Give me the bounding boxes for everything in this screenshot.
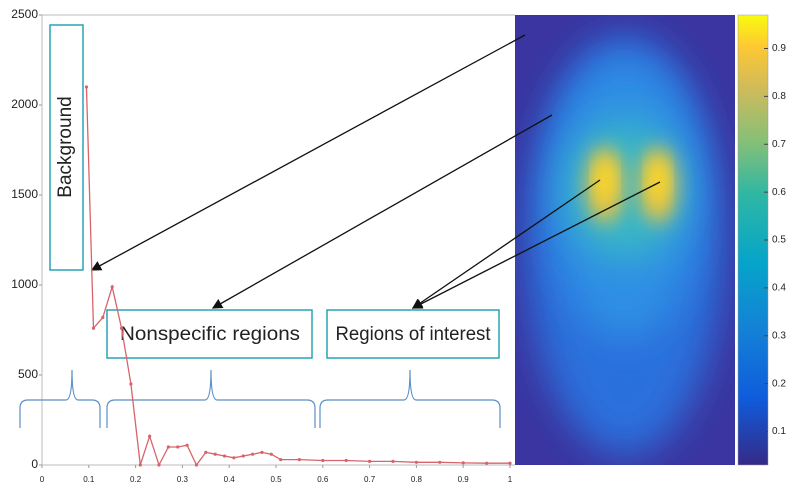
- colorbar-tick-label: 0.1: [772, 426, 786, 437]
- data-point: [298, 458, 301, 461]
- data-point: [321, 459, 324, 462]
- data-point: [223, 454, 226, 457]
- data-point: [391, 460, 394, 463]
- x-tick-label: 0.7: [364, 475, 376, 484]
- data-point: [232, 456, 235, 459]
- data-point: [85, 85, 88, 88]
- data-point: [438, 461, 441, 464]
- x-tick-label: 0.2: [130, 475, 142, 484]
- colorbar-tick-label: 0.9: [772, 43, 786, 54]
- x-tick-label: 1: [508, 475, 513, 484]
- colorbar-tick-label: 0.3: [772, 330, 786, 341]
- y-tick-label: 1500: [11, 187, 38, 201]
- colorbar: [738, 15, 768, 465]
- data-point: [101, 316, 104, 319]
- data-point: [508, 462, 511, 465]
- data-point: [345, 459, 348, 462]
- data-point: [148, 435, 151, 438]
- y-tick-label: 2000: [11, 97, 38, 111]
- data-point: [195, 463, 198, 466]
- colorbar-tick-label: 0.6: [772, 187, 786, 198]
- data-point: [139, 463, 142, 466]
- brace: [20, 370, 500, 428]
- data-point: [157, 463, 160, 466]
- x-tick-label: 0.3: [177, 475, 189, 484]
- annotation: Background: [55, 96, 76, 197]
- heatmap: [515, 15, 735, 465]
- figure: Background Nonspecific regions Regions o…: [0, 0, 796, 491]
- x-tick-label: 0: [40, 475, 45, 484]
- data-point: [176, 445, 179, 448]
- colorbar-tick-label: 0.4: [772, 283, 786, 294]
- x-tick-label: 0.1: [83, 475, 95, 484]
- data-point: [251, 453, 254, 456]
- data-point: [204, 451, 207, 454]
- data-point: [129, 382, 132, 385]
- data-point: [462, 461, 465, 464]
- y-tick-label: 0: [31, 457, 38, 471]
- data-point: [120, 327, 123, 330]
- x-tick-label: 0.9: [458, 475, 470, 484]
- data-point: [111, 285, 114, 288]
- colorbar-tick-label: 0.2: [772, 378, 786, 389]
- y-tick-label: 1000: [11, 277, 38, 291]
- data-point: [92, 327, 95, 330]
- data-point: [214, 453, 217, 456]
- x-tick-label: 0.5: [270, 475, 282, 484]
- data-point: [185, 444, 188, 447]
- annotation: Nonspecific regions: [120, 324, 300, 345]
- annotation: Regions of interest: [336, 324, 492, 345]
- data-point: [485, 462, 488, 465]
- data-point: [242, 454, 245, 457]
- colorbar-tick-label: 0.7: [772, 139, 786, 150]
- y-tick-label: 2500: [11, 7, 38, 21]
- data-line: [86, 87, 510, 465]
- y-tick-label: 500: [18, 367, 38, 381]
- colorbar-tick-label: 0.8: [772, 91, 786, 102]
- data-point: [167, 445, 170, 448]
- data-point: [368, 460, 371, 463]
- x-tick-label: 0.6: [317, 475, 329, 484]
- data-point: [415, 461, 418, 464]
- x-tick-label: 0.4: [224, 475, 236, 484]
- data-point: [260, 451, 263, 454]
- x-tick-label: 0.8: [411, 475, 423, 484]
- data-point: [279, 458, 282, 461]
- colorbar-tick-label: 0.5: [772, 235, 786, 246]
- data-point: [270, 453, 273, 456]
